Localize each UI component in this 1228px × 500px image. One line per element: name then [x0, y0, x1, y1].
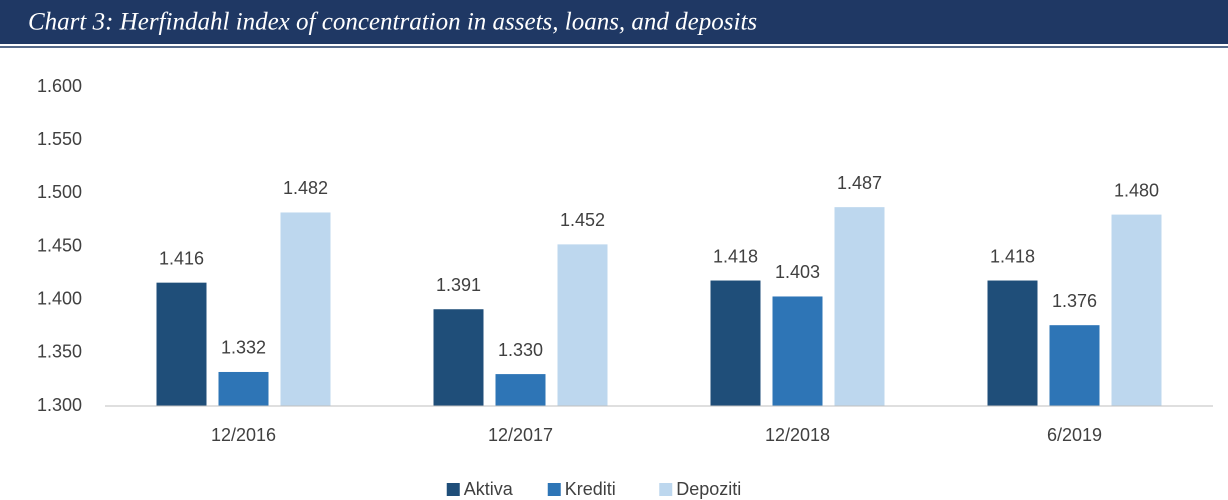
- bar: [557, 244, 608, 406]
- y-tick-label: 1.350: [37, 342, 82, 362]
- value-label: 1.416: [159, 248, 204, 268]
- legend-label: Aktiva: [464, 479, 514, 499]
- value-label: 1.403: [775, 262, 820, 282]
- y-tick-label: 1.450: [37, 235, 82, 255]
- bar: [1111, 214, 1162, 406]
- bar: [772, 296, 823, 406]
- y-tick-label: 1.550: [37, 129, 82, 149]
- bar: [987, 280, 1038, 406]
- value-label: 1.487: [837, 173, 882, 193]
- legend-label: Krediti: [565, 479, 616, 499]
- value-label: 1.332: [221, 338, 266, 358]
- value-label: 1.480: [1114, 180, 1159, 200]
- bar: [1049, 325, 1100, 406]
- bar: [834, 207, 885, 406]
- legend-label: Depoziti: [676, 479, 741, 499]
- y-tick-label: 1.400: [37, 288, 82, 308]
- bar: [433, 309, 484, 406]
- value-label: 1.452: [560, 210, 605, 230]
- x-tick-label: 6/2019: [1047, 425, 1102, 445]
- legend-swatch: [547, 483, 561, 496]
- y-tick-label: 1.600: [37, 76, 82, 96]
- bar: [280, 212, 331, 406]
- chart-title: Chart 3: Herfindahl index of concentrati…: [28, 9, 757, 36]
- legend-swatch: [659, 483, 673, 496]
- bar: [495, 374, 546, 406]
- value-label: 1.391: [436, 275, 481, 295]
- x-tick-label: 12/2018: [765, 425, 830, 445]
- value-label: 1.330: [498, 340, 543, 360]
- value-label: 1.376: [1052, 291, 1097, 311]
- title-banner: [0, 0, 1228, 44]
- value-label: 1.418: [713, 246, 758, 266]
- value-label: 1.482: [283, 178, 328, 198]
- x-tick-label: 12/2017: [488, 425, 553, 445]
- y-tick-label: 1.300: [37, 395, 82, 415]
- bar: [710, 280, 761, 406]
- bar: [156, 282, 207, 406]
- legend-swatch: [446, 483, 460, 496]
- y-tick-label: 1.500: [37, 182, 82, 202]
- x-tick-label: 12/2016: [211, 425, 276, 445]
- bar: [218, 371, 269, 406]
- value-label: 1.418: [990, 246, 1035, 266]
